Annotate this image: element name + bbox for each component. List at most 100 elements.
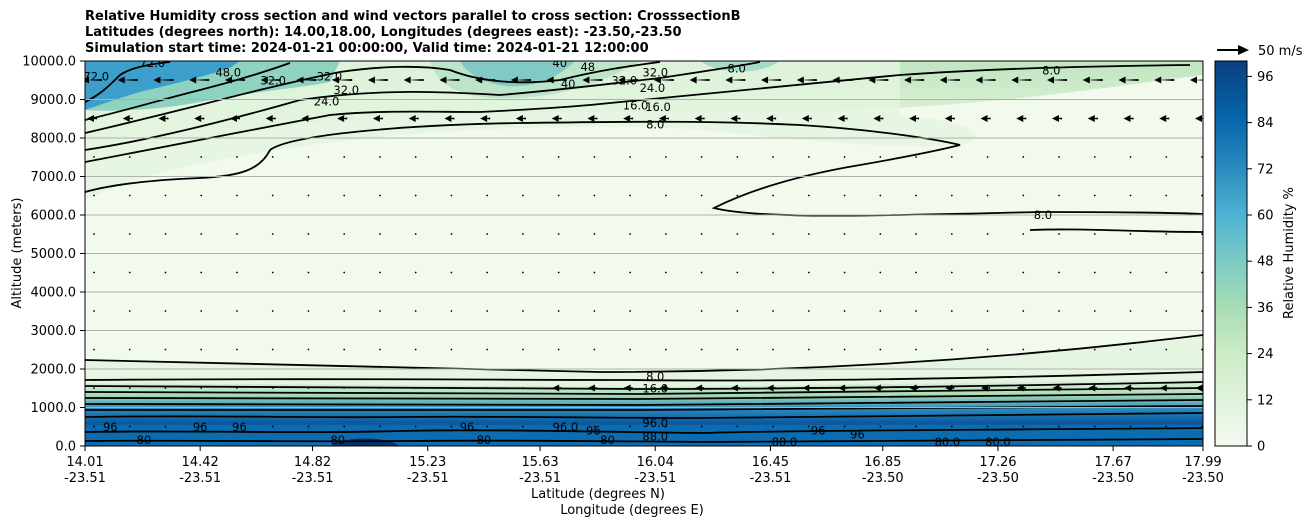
wind-arrow-dot [629,233,632,235]
wind-arrow-dot [736,194,739,197]
wind-arrow-head [1190,76,1197,84]
wind-arrow-dot [236,425,238,428]
wind-arrow-dot [772,271,774,274]
wind-arrow-dot [236,310,238,312]
wind-arrow-shaft [1194,79,1203,81]
wind-arrow-dot [164,310,167,312]
y-axis-label: Altitude (meters) [10,198,25,309]
wind-arrow-dot [1201,425,1203,428]
wind-arrow-dot [164,271,167,274]
wind-arrow-shaft [872,79,889,81]
wind-arrow-dot [200,425,203,428]
wind-arrow-dot [843,310,846,312]
wind-arrow-dot [736,464,738,466]
wind-arrow-dot [807,425,810,428]
wind-arrow-dot [93,271,95,274]
wind-arrow-dot [557,156,560,158]
wind-arrow-head [189,76,197,84]
wind-arrow-head [1159,115,1167,122]
wind-arrow-dot [164,156,167,158]
wind-arrow-dot [1058,425,1060,428]
wind-arrow-dot [128,194,131,197]
wind-arrow-dot [93,387,95,389]
wind-arrow-dot [915,310,917,312]
wind-arrow-dot [486,233,489,235]
contour-label: 48.0 [215,66,241,80]
wind-arrow-dot [343,348,346,351]
wind-arrow-shaft [157,79,174,81]
contour-labels: 72.072.048.032.0 32.032.024.040 484032.032… [85,61,1060,447]
wind-arrow-head [117,76,125,84]
wind-arrow-dot [629,464,631,466]
wind-arrow-dot [843,348,846,351]
wind-arrow-dot [128,156,131,158]
wind-arrow-shaft [228,79,245,81]
wind-arrow-shaft [264,79,281,81]
wind-arrow-dot [450,194,453,197]
wind-arrow-dot [522,348,524,351]
wind-arrow-head [1087,115,1095,122]
y-tick-label: 2000.0 [31,363,77,378]
contour-label: 96 [586,424,601,438]
y-tick-label: 9000.0 [31,93,77,108]
x-tick-label-lon: -23.51 [519,471,561,486]
x-tick-label-lat: 16.85 [864,455,901,470]
wind-arrow-dot [986,348,989,351]
x-tick-label-lon: -23.51 [634,471,676,486]
wind-arrow-dot [93,233,95,235]
wind-arrow-dot [843,271,846,274]
wind-arrow-shaft [908,79,925,81]
wind-arrow-head [122,115,130,122]
wind-arrow-dot [700,233,703,235]
wind-arrow-dot [986,233,989,235]
wind-arrow-dot [629,271,632,274]
wind-arrow-head [909,384,917,392]
x-tick-label-lon: -23.51 [407,471,449,486]
wind-arrow-shaft [300,79,317,81]
x-tick-label-lat: 17.26 [979,455,1016,470]
wind-arrow-dot [379,348,381,351]
wind-arrow-dot [450,233,453,235]
wind-arrow-shaft [371,79,388,81]
wind-arrow-dot [915,464,917,466]
colorbar-tick-label: 24 [1257,347,1274,362]
contour-label: 96.0 [553,420,579,434]
wind-arrow-dot [522,310,524,312]
colorbar-ticks: 0 12 24 36 48 60 72 84 96 [1247,70,1274,455]
contour-80-surface [85,438,1203,443]
wind-arrow-dot [1022,194,1025,197]
wind-arrow-dot [629,348,632,351]
wind-arrow-head [796,76,804,84]
y-tick-label: 5000.0 [31,247,77,262]
x-tick-label-lon: -23.50 [862,471,904,486]
wind-arrow-dot [879,194,882,197]
wind-arrow-dot [593,425,596,428]
wind-arrow-dot [1129,271,1132,274]
wind-arrow-head [1047,76,1055,84]
x-tick-label-lon: -23.50 [977,471,1019,486]
wind-arrow-dot [1093,271,1096,274]
wind-arrow-dot [93,156,95,158]
x-tick-label-lat: 14.42 [182,455,219,470]
wind-arrow-dot [522,194,524,197]
contour-48 [85,62,291,121]
wind-arrow-dot [128,233,131,235]
wind-arrow-dot [271,194,274,197]
wind-arrow-dot [700,156,703,158]
wind-arrow-dot [343,194,346,197]
wind-arrow-dot [807,348,810,351]
wind-arrow-dot [414,348,417,351]
contour-8-right [1029,228,1203,233]
wind-arrow-head [694,115,702,122]
wind-arrow-head [1124,384,1132,392]
wind-arrow-dot [200,156,203,158]
contour-label: 40 [561,77,576,91]
wind-arrow-dot [844,464,846,466]
contour-label: 24.0 [640,81,666,95]
contour-label: 80 [137,433,152,447]
wind-arrow-head [582,76,590,84]
wind-arrow-dot [915,271,917,274]
wind-arrow-dot [843,233,846,235]
wind-arrow-dot [1022,233,1025,235]
